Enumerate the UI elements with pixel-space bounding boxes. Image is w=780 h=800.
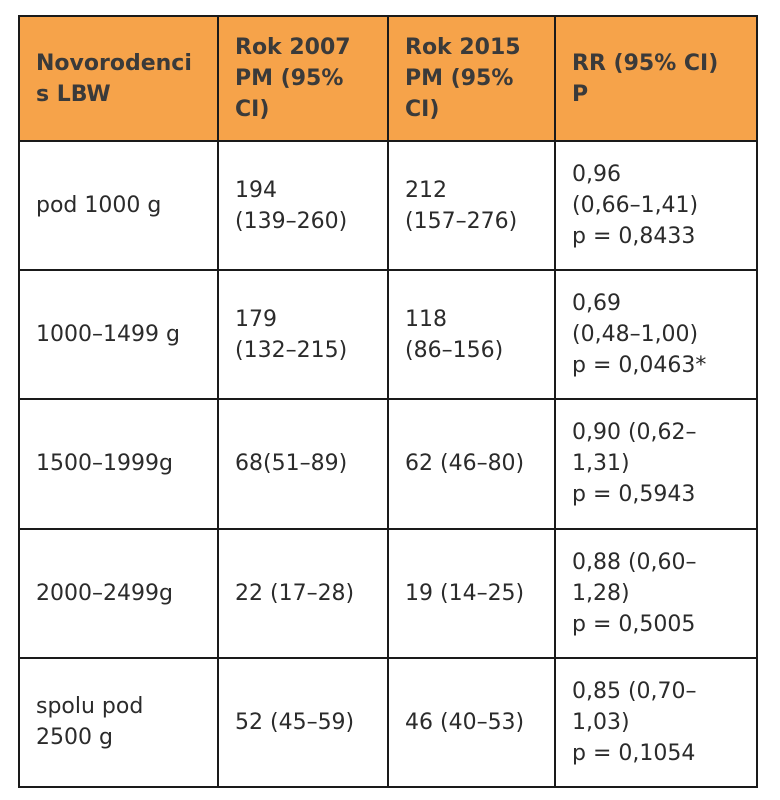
header-year-2007: Rok 2007 PM (95% CI)	[217, 15, 389, 142]
table-row: 2000–2499g 22 (17–28) 19 (14–25) 0,88 (0…	[18, 527, 758, 659]
header-newborns: Novorodenci s LBW	[18, 15, 219, 142]
table-row: pod 1000 g 194 (139–260) 212 (157–276) 0…	[18, 139, 758, 272]
cell-pm-2007: 179 (132–215)	[217, 269, 389, 401]
cell-weight-group: 2000–2499g	[18, 527, 219, 659]
cell-weight-group: spolu pod 2500 g	[18, 656, 219, 789]
cell-weight-group: 1000–1499 g	[18, 269, 219, 401]
table-row: 1000–1499 g 179 (132–215) 118 (86–156) 0…	[18, 269, 758, 401]
cell-pm-2015: 62 (46–80)	[387, 398, 556, 530]
cell-weight-group: 1500–1999g	[18, 398, 219, 530]
cell-pm-2015: 118 (86–156)	[387, 269, 556, 401]
table-row: 1500–1999g 68(51–89) 62 (46–80) 0,90 (0,…	[18, 398, 758, 530]
cell-pm-2015: 19 (14–25)	[387, 527, 556, 659]
lbw-mortality-table: Novorodenci s LBW Rok 2007 PM (95% CI) R…	[18, 15, 758, 789]
cell-rr: 0,90 (0,62– 1,31) p = 0,5943	[554, 398, 758, 530]
cell-rr: 0,88 (0,60– 1,28) p = 0,5005	[554, 527, 758, 659]
header-year-2015: Rok 2015 PM (95% CI)	[387, 15, 556, 142]
cell-pm-2007: 194 (139–260)	[217, 139, 389, 272]
table-header-row: Novorodenci s LBW Rok 2007 PM (95% CI) R…	[18, 15, 758, 142]
cell-pm-2015: 212 (157–276)	[387, 139, 556, 272]
cell-weight-group: pod 1000 g	[18, 139, 219, 272]
cell-pm-2007: 52 (45–59)	[217, 656, 389, 789]
cell-rr: 0,69 (0,48–1,00) p = 0,0463*	[554, 269, 758, 401]
cell-rr: 0,96 (0,66–1,41) p = 0,8433	[554, 139, 758, 272]
cell-pm-2007: 68(51–89)	[217, 398, 389, 530]
cell-pm-2007: 22 (17–28)	[217, 527, 389, 659]
header-rr: RR (95% CI) P	[554, 15, 758, 142]
cell-pm-2015: 46 (40–53)	[387, 656, 556, 789]
cell-rr: 0,85 (0,70– 1,03) p = 0,1054	[554, 656, 758, 789]
table-row: spolu pod 2500 g 52 (45–59) 46 (40–53) 0…	[18, 656, 758, 789]
lbw-table-container: Novorodenci s LBW Rok 2007 PM (95% CI) R…	[18, 15, 758, 789]
